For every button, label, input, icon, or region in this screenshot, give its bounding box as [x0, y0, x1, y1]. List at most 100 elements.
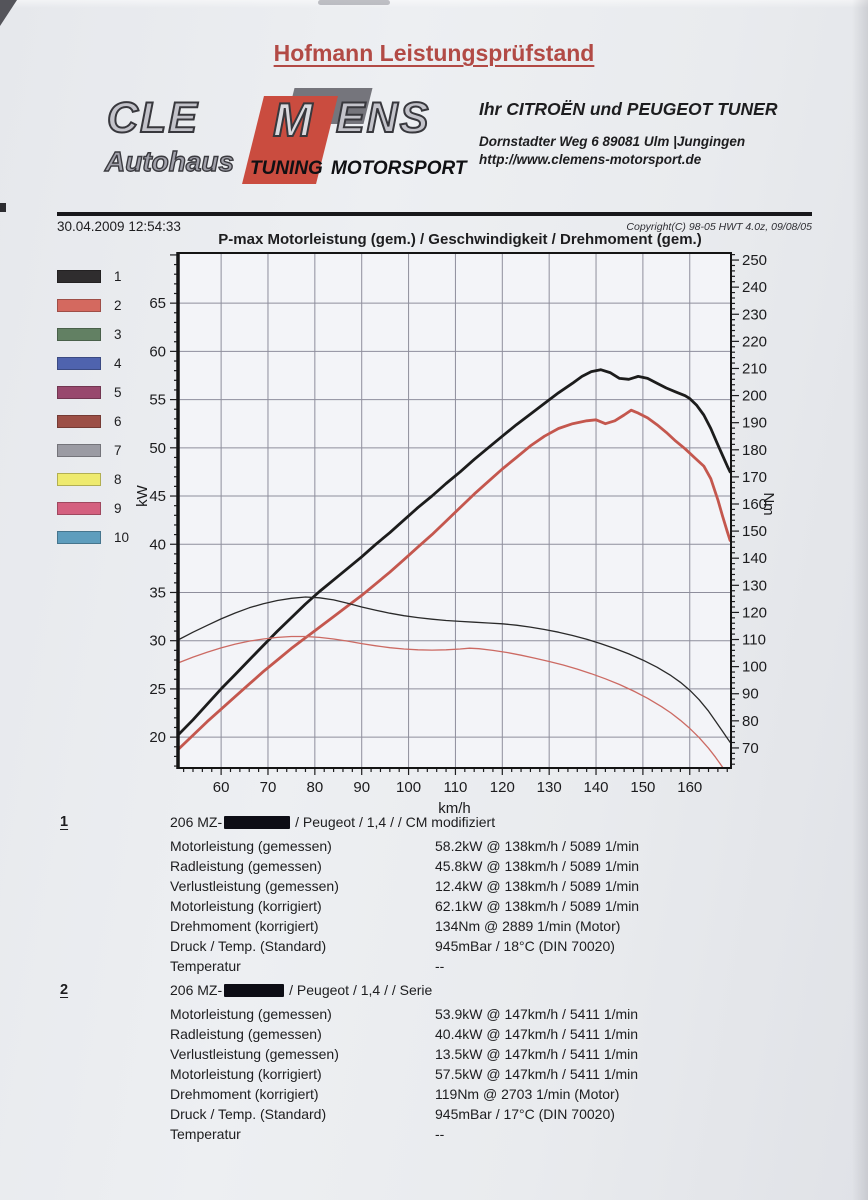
row-label: Motorleistung (gemessen) — [170, 838, 332, 854]
legend-color-swatch — [57, 444, 101, 457]
kmh-tick-label: 90 — [353, 779, 370, 796]
kw-tick-label: 20 — [149, 729, 166, 746]
series-curve-4 — [178, 635, 724, 768]
legend-color-swatch — [57, 531, 101, 544]
row-value: 12.4kW @ 138km/h / 5089 1/min — [435, 878, 640, 894]
nm-tick-label: 210 — [742, 360, 767, 377]
legend-item: 2 — [57, 298, 129, 313]
nm-tick-label: 110 — [742, 632, 766, 649]
kw-tick-label: 65 — [149, 295, 166, 312]
result-row: Motorleistung (korrigiert) 57.5kW @ 147km… — [0, 1066, 868, 1086]
redaction-box — [224, 984, 285, 997]
row-value: 945mBar / 17°C (DIN 70020) — [435, 1106, 615, 1122]
row-label: Drehmoment (korrigiert) — [170, 918, 319, 934]
legend-label: 4 — [114, 356, 122, 371]
row-label: Temperatur — [170, 958, 241, 974]
left-axis-label: kW — [134, 484, 151, 507]
nm-tick-label: 170 — [742, 469, 767, 486]
row-label: Temperatur — [170, 1126, 241, 1142]
nm-tick-label: 70 — [742, 740, 759, 757]
right-axis-label: Nm — [760, 492, 777, 515]
kmh-tick-label: 150 — [630, 779, 655, 796]
legend-color-swatch — [57, 299, 101, 312]
result-row: Drehmoment (korrigiert) 119Nm @ 2703 1/mi… — [0, 1086, 868, 1106]
vehicle-model: 206 MZ- — [170, 814, 223, 830]
kmh-tick-label: 70 — [260, 779, 277, 796]
scan-edge-shadow — [852, 0, 868, 1200]
dealer-website: http://www.clemens-motorsport.de — [479, 152, 702, 167]
header-divider — [57, 212, 812, 216]
row-value: 62.1kW @ 138km/h / 5089 1/min — [435, 898, 640, 914]
vehicle-details: / Peugeot / 1,4 / / Serie — [289, 982, 433, 998]
row-label: Motorleistung (korrigiert) — [170, 898, 322, 914]
legend-color-swatch — [57, 473, 101, 486]
result-row: Verlustleistung (gemessen) 13.5kW @ 147km… — [0, 1046, 868, 1066]
legend-color-swatch — [57, 415, 101, 428]
row-label: Druck / Temp. (Standard) — [170, 1106, 327, 1122]
legend-color-swatch — [57, 328, 101, 341]
legend-label: 5 — [114, 385, 122, 400]
scan-corner-artifact — [0, 0, 17, 26]
row-label: Drehmoment (korrigiert) — [170, 1086, 319, 1102]
vehicle-description: 206 MZ- / Peugeot / 1,4 / / CM modifizier… — [170, 814, 495, 830]
kmh-tick-label: 80 — [307, 779, 324, 796]
software-copyright: Copyright(C) 98-05 HWT 4.0z, 09/08/05 — [626, 221, 812, 233]
axis-ticks — [170, 254, 739, 775]
nm-tick-label: 150 — [742, 523, 767, 540]
legend-label: 6 — [114, 414, 122, 429]
nm-tick-label: 120 — [742, 604, 767, 621]
logo-text-motorsport: MOTORSPORT — [331, 158, 467, 179]
kmh-tick-label: 130 — [537, 779, 562, 796]
logo-text-ens: ENS — [335, 93, 431, 143]
legend-label: 9 — [114, 501, 122, 516]
row-value: 58.2kW @ 138km/h / 5089 1/min — [435, 838, 640, 854]
legend-label: 3 — [114, 327, 122, 342]
nm-tick-label: 220 — [742, 333, 767, 350]
row-label: Verlustleistung (gemessen) — [170, 1046, 339, 1062]
legend-item: 7 — [57, 443, 129, 458]
section-index: 2 — [60, 982, 69, 998]
vehicle-model: 206 MZ- — [170, 982, 223, 998]
legend-item: 4 — [57, 356, 129, 371]
chart-legend: 1 2 3 4 5 6 7 8 9 10 — [57, 269, 129, 560]
legend-item: 8 — [57, 472, 129, 487]
kw-tick-label: 45 — [149, 488, 166, 505]
row-value: 57.5kW @ 147km/h / 5411 1/min — [435, 1066, 639, 1082]
nm-tick-label: 200 — [742, 388, 767, 405]
nm-tick-label: 140 — [742, 550, 767, 567]
row-value: 945mBar / 18°C (DIN 70020) — [435, 938, 615, 954]
series-curve-3 — [178, 596, 731, 743]
legend-label: 2 — [114, 298, 122, 313]
legend-item: 10 — [57, 530, 129, 545]
row-label: Druck / Temp. (Standard) — [170, 938, 327, 954]
kw-tick-label: 40 — [149, 536, 166, 553]
series-curve-2 — [178, 408, 731, 751]
kw-tick-label: 25 — [149, 681, 166, 698]
kmh-tick-label: 100 — [396, 779, 421, 796]
nm-tick-label: 80 — [742, 713, 759, 730]
legend-item: 3 — [57, 327, 129, 342]
report-title: Hofmann Leistungsprüfstand — [273, 40, 595, 66]
row-value: 134Nm @ 2889 1/min (Motor) — [435, 918, 621, 934]
row-label: Verlustleistung (gemessen) — [170, 878, 339, 894]
x-axis-label: km/h — [438, 800, 471, 817]
legend-color-swatch — [57, 357, 101, 370]
dealer-info-block: Ihr CITROËN und PEUGEOT TUNER Dornstadte… — [479, 99, 777, 169]
result-row: Verlustleistung (gemessen) 12.4kW @ 138km… — [0, 878, 868, 898]
result-row: Radleistung (gemessen) 45.8kW @ 138km/h /… — [0, 858, 868, 878]
nm-tick-label: 90 — [742, 686, 759, 703]
logo-text-cle: CLE — [106, 93, 199, 143]
legend-color-swatch — [57, 502, 101, 515]
legend-item: 5 — [57, 385, 129, 400]
row-value: 45.8kW @ 138km/h / 5089 1/min — [435, 858, 640, 874]
nm-tick-label: 160 — [742, 496, 767, 513]
result-row: Temperatur -- — [0, 1126, 868, 1146]
vehicle-details: / Peugeot / 1,4 / / CM modifiziert — [295, 814, 496, 830]
result-row: Radleistung (gemessen) 40.4kW @ 147km/h /… — [0, 1026, 868, 1046]
row-value: 119Nm @ 2703 1/min (Motor) — [435, 1086, 620, 1102]
logo-text-m: M — [272, 92, 315, 147]
series-curve-1 — [178, 368, 731, 736]
nm-tick-label: 180 — [742, 442, 767, 459]
row-value: 13.5kW @ 147km/h / 5411 1/min — [435, 1046, 639, 1062]
legend-label: 1 — [114, 269, 122, 284]
